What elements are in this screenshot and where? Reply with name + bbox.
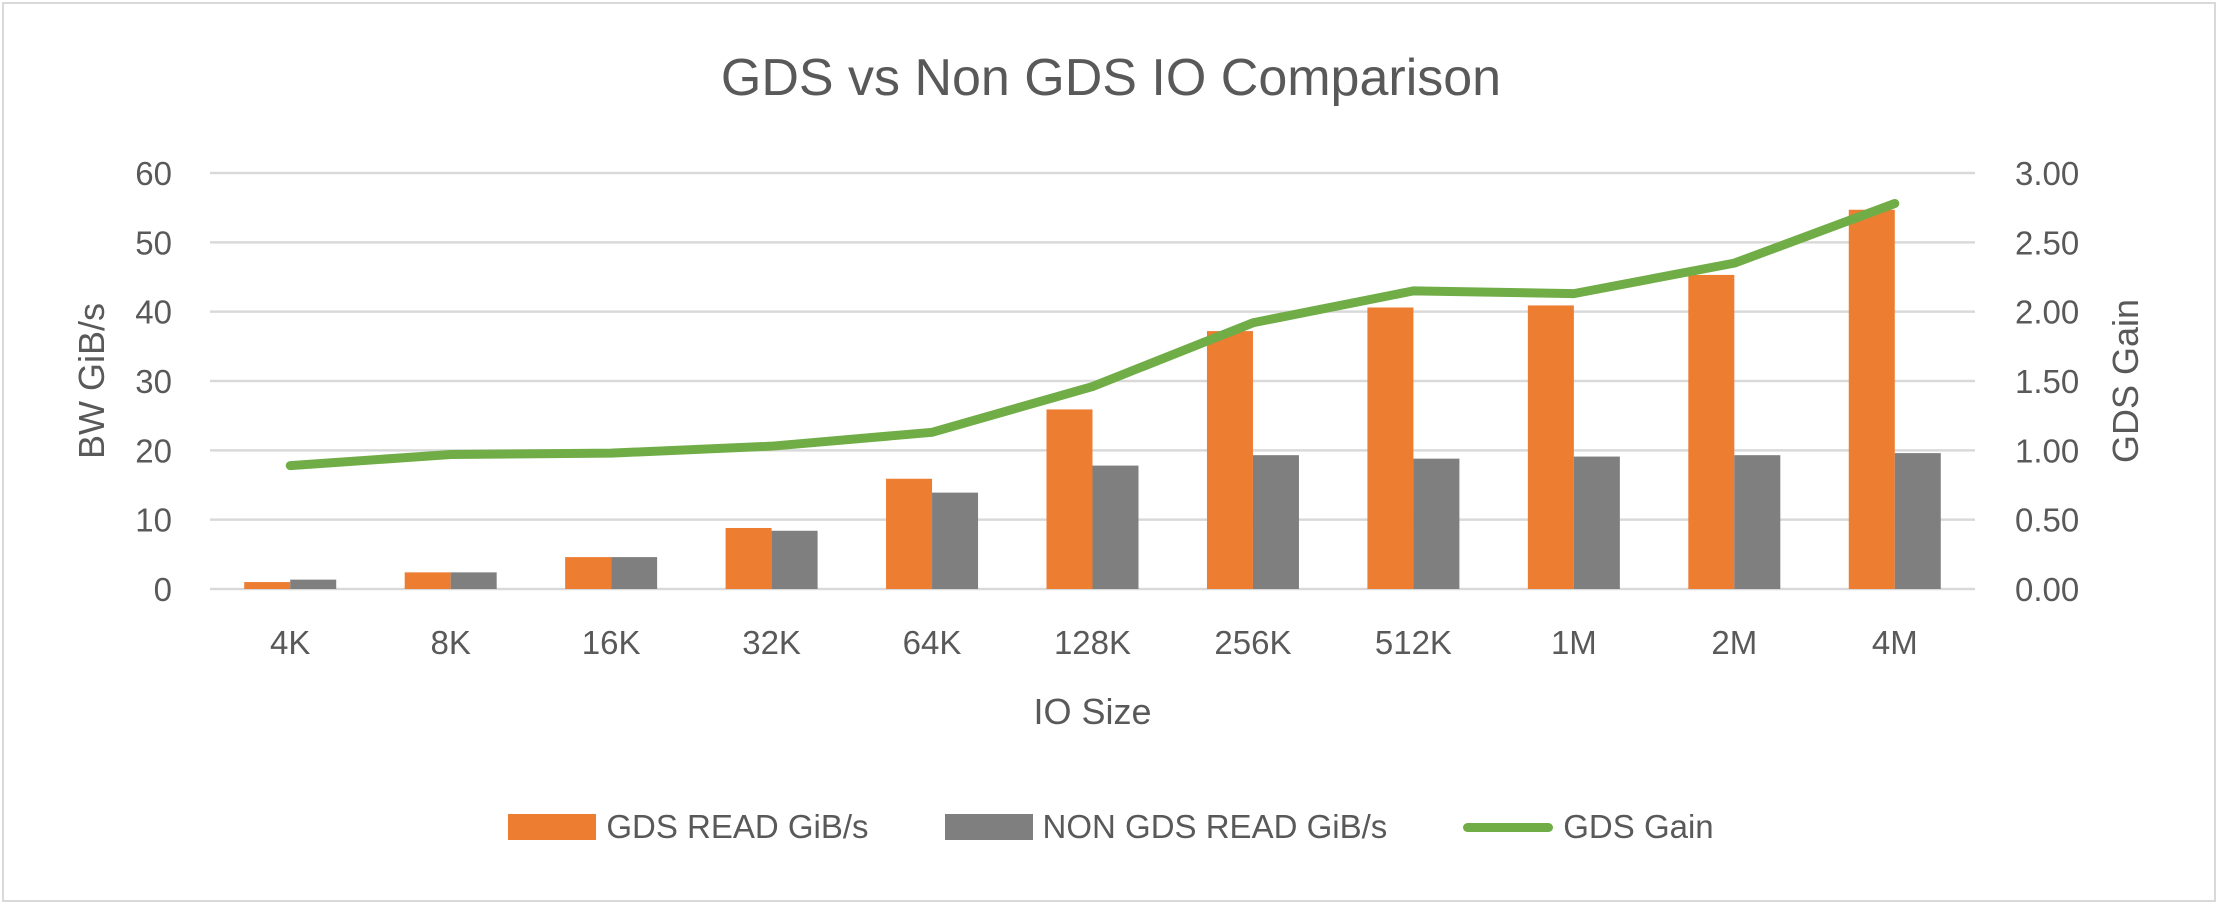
bar-non-gds-read — [1413, 458, 1460, 589]
bar-non-gds-read — [611, 557, 658, 589]
y2-axis-tick-label: 2.50 — [2015, 224, 2079, 261]
bar-gds-read — [1367, 307, 1414, 589]
bar-gds-read — [1527, 305, 1574, 589]
x-axis-title: IO Size — [1033, 691, 1151, 732]
x-axis-tick-label: 4K — [270, 624, 310, 661]
x-axis-tick-label: 32K — [742, 624, 801, 661]
bar-gds-read — [1206, 331, 1253, 589]
x-axis-tick-label: 16K — [582, 624, 641, 661]
x-axis-tick-label: 1M — [1551, 624, 1597, 661]
bar-non-gds-read — [1092, 465, 1139, 589]
y-axis-tick-label: 20 — [135, 432, 172, 469]
bar-non-gds-read — [771, 530, 818, 589]
bar-gds-read — [404, 572, 451, 589]
legend-item-gds-read: GDS READ GiB/s — [508, 808, 869, 846]
bar-gds-read — [1848, 209, 1895, 589]
y2-axis-tick-label: 1.00 — [2015, 432, 2079, 469]
legend-item-gds-gain: GDS Gain — [1463, 808, 1714, 846]
legend-item-non-gds-read: NON GDS READ GiB/s — [944, 808, 1388, 846]
legend-label: GDS Gain — [1563, 808, 1714, 845]
bar-non-gds-read — [1573, 456, 1620, 589]
x-axis-tick-label: 128K — [1054, 624, 1131, 661]
y-axis-tick-label: 0 — [154, 571, 172, 608]
y2-axis-tick-label: 0.00 — [2015, 571, 2079, 608]
legend-swatch-green-line-icon — [1463, 822, 1554, 832]
y2-axis-tick-label: 3.00 — [2015, 155, 2079, 192]
y2-axis-tick-label: 0.50 — [2015, 502, 2079, 539]
x-axis-tick-label: 4M — [1872, 624, 1918, 661]
bar-gds-read — [244, 582, 291, 589]
y-axis-tick-label: 30 — [135, 363, 172, 400]
bar-gds-read — [565, 557, 612, 589]
bar-non-gds-read — [450, 572, 497, 589]
chart-title: GDS vs Non GDS IO Comparison — [720, 49, 1502, 107]
y-axis-tick-label: 40 — [135, 294, 172, 331]
bar-gds-read — [886, 478, 933, 589]
bar-non-gds-read — [1894, 453, 1941, 589]
y-axis-tick-label: 10 — [135, 502, 172, 539]
legend: GDS READ GiB/s NON GDS READ GiB/s GDS Ga… — [0, 808, 2222, 846]
y-axis-tick-label: 60 — [135, 155, 172, 192]
bar-gds-read — [725, 527, 772, 589]
x-axis-tick-label: 2M — [1711, 624, 1757, 661]
y2-axis-title: GDS Gain — [2105, 299, 2146, 463]
line-gds-gain — [285, 199, 1900, 471]
x-axis-tick-label: 64K — [903, 624, 962, 661]
x-axis-tick-label: 8K — [430, 624, 470, 661]
legend-swatch-orange-bar-icon — [508, 814, 597, 840]
legend-label: GDS READ GiB/s — [606, 808, 869, 845]
bar-non-gds-read — [932, 492, 979, 589]
y2-axis-tick-label: 1.50 — [2015, 363, 2079, 400]
x-axis-tick-label: 256K — [1214, 624, 1291, 661]
bar-gds-read — [1688, 274, 1735, 589]
legend-label: NON GDS READ GiB/s — [1042, 808, 1388, 845]
x-axis-tick-label: 512K — [1375, 624, 1452, 661]
bar-non-gds-read — [290, 579, 337, 589]
bar-non-gds-read — [1734, 455, 1781, 589]
y2-axis-tick-label: 2.00 — [2015, 294, 2079, 331]
legend-swatch-gray-bar-icon — [944, 814, 1033, 840]
bar-gds-read — [1046, 409, 1093, 589]
y-axis-title: BW GiB/s — [71, 303, 112, 459]
y-axis-tick-label: 50 — [135, 224, 172, 261]
bar-non-gds-read — [1252, 455, 1299, 589]
